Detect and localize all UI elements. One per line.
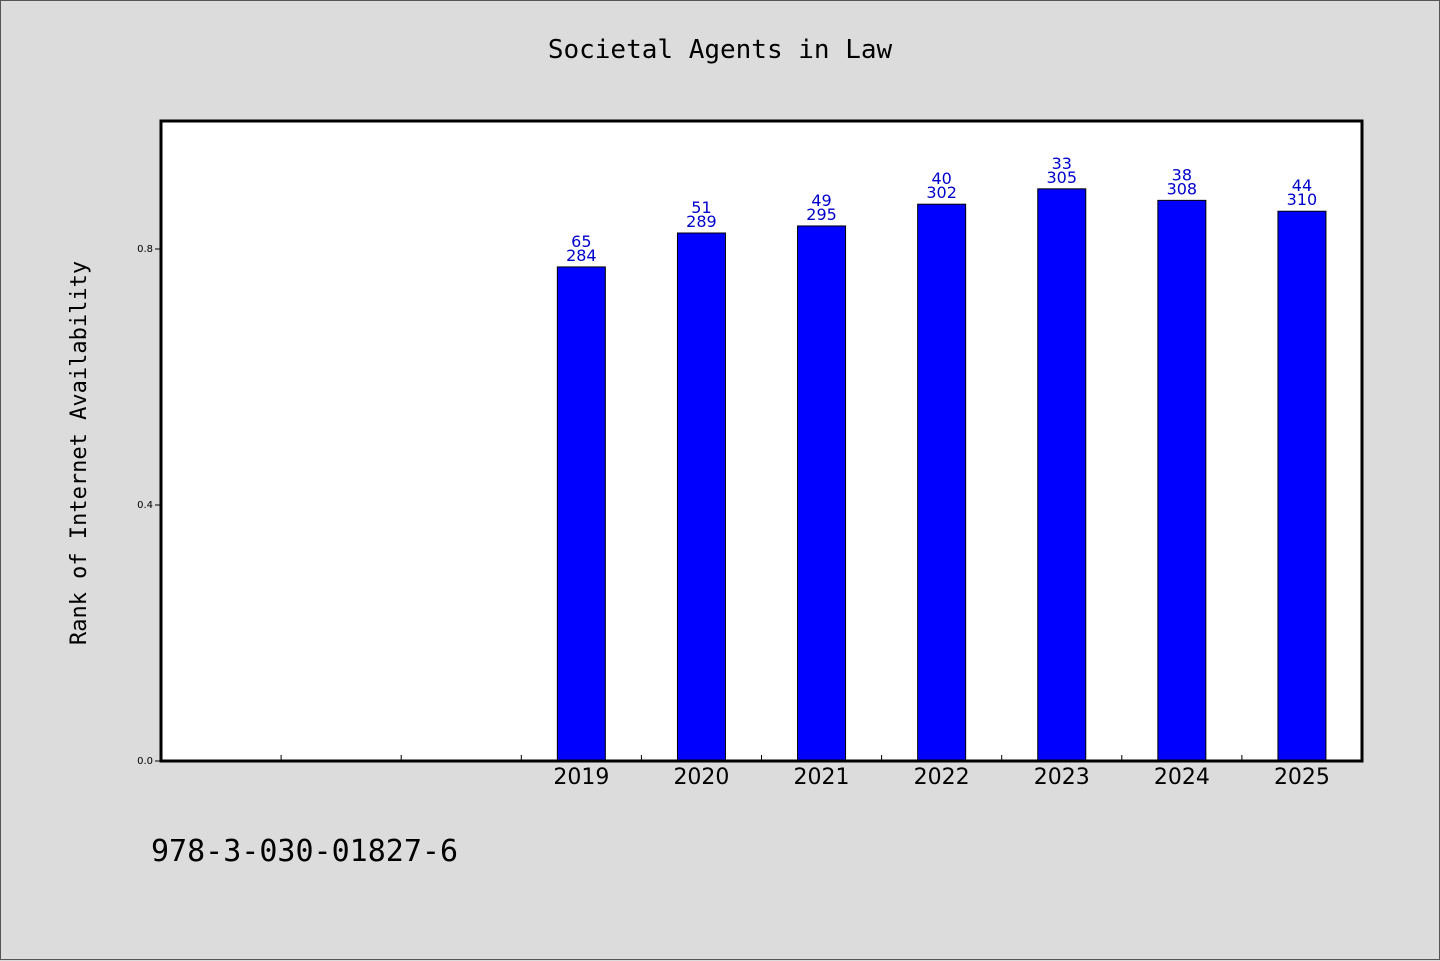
x-tick-label: 2025 [1274, 765, 1330, 790]
bar-label-top: 40 [931, 169, 951, 188]
bar [1157, 199, 1207, 762]
bar-label-bottom: 305 [1046, 168, 1077, 187]
x-tick-label: 2024 [1154, 765, 1210, 790]
isbn-label: 978-3-030-01827-6 [151, 834, 459, 869]
bar-label-top: 33 [1052, 154, 1072, 173]
bar-label-bottom: 310 [1287, 190, 1318, 209]
y-axis: 0.0 0.4 0.8 [137, 244, 161, 767]
bar [1037, 188, 1087, 762]
bar [917, 203, 967, 762]
bar-label-bottom: 284 [566, 246, 597, 265]
bar-label-top: 65 [571, 232, 591, 251]
bar-label-top: 49 [811, 191, 831, 210]
bar-label-top: 51 [691, 198, 711, 217]
bar-label-bottom: 308 [1167, 179, 1198, 198]
x-tick-label: 2022 [914, 765, 970, 790]
bar [797, 225, 847, 762]
x-axis: 2019 2020 2021 2022 2023 2024 2025 [280, 755, 1330, 790]
bar-label-bottom: 295 [806, 205, 837, 224]
y-tick-label: 0.4 [137, 500, 153, 511]
bars-layer [556, 188, 1327, 762]
y-tick-label: 0.0 [137, 756, 153, 767]
bar [1277, 210, 1327, 762]
x-tick-label: 2019 [553, 765, 609, 790]
y-axis-label: Rank of Internet Availability [67, 261, 92, 645]
chart-title: Societal Agents in Law [547, 35, 893, 65]
bar [676, 232, 726, 762]
plot-frame [159, 119, 1364, 763]
x-tick-label: 2023 [1034, 765, 1090, 790]
x-tick-label: 2020 [673, 765, 729, 790]
bar-label-top: 44 [1292, 176, 1312, 195]
y-tick-label: 0.8 [137, 244, 153, 255]
x-tick-label: 2021 [794, 765, 850, 790]
bar-label-bottom: 289 [686, 212, 717, 231]
bar-label-bottom: 302 [926, 183, 957, 202]
bar-label-top: 38 [1172, 165, 1192, 184]
bar [556, 266, 606, 762]
